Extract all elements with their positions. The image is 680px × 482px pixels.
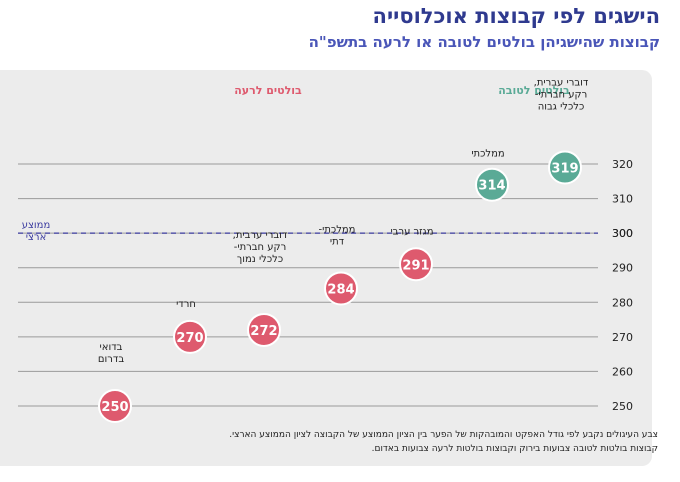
y-tick-label: 260 [612,365,633,378]
average-label: ארצי [26,232,47,243]
y-tick-label: 300 [612,227,633,240]
point-name-label: ממלכתי [471,149,504,160]
data-point [173,319,207,354]
y-tick-label: 280 [612,296,633,309]
data-label: 291 [402,258,429,273]
point-name-label: דוברי ערבית, [233,230,288,241]
point-name-label: מגזר ערבי [390,226,433,237]
point-name-label: בדרום [98,354,124,365]
data-label: 250 [101,400,128,415]
chart-subtitle: קבוצות שהישגיהן בולטים לטובה או לרעה בתש… [308,33,660,51]
point-name-label: ממלכתי- [319,224,356,235]
data-point [475,167,509,202]
point-name-label: חרדי [176,299,196,310]
data-label: 270 [176,331,203,346]
data-label: 319 [551,161,578,176]
data-point [247,312,281,347]
data-label: 284 [327,282,354,297]
y-tick-label: 250 [612,400,633,413]
data-label: 272 [250,324,277,339]
footnote-line-1: צבע העיגולים נקבע לפי גודל האפקט והמובהק… [229,430,658,440]
group-header-positive: בולטים לטובה [498,84,570,97]
data-point [399,247,433,282]
point-name-label: דתי [330,236,345,247]
average-label: ממוצע [22,220,51,231]
y-tick-label: 290 [612,262,633,275]
group-header-negative: בולטים לרעה [234,84,302,97]
chart-title: הישגים לפי קבוצות אוכלוסייה [372,4,660,28]
data-point [98,389,132,423]
y-tick-label: 270 [612,331,633,344]
point-name-label: כלכלי גבוה [538,101,585,112]
point-name-label: רקע חברתי- [234,242,287,253]
data-label: 314 [478,179,505,194]
y-tick-label: 300 [612,227,633,240]
y-tick-label: 320 [612,158,633,171]
point-name-label: כלכלי נמוך [237,254,283,265]
footnote-line-2: קבוצות בולטות לטובה צבועות בירוק וקבוצות… [371,444,658,454]
data-point [324,271,358,306]
point-name-label: דוברי עברית, [534,77,589,88]
point-name-label: רקע חברתי- [535,89,588,100]
data-point [548,150,582,185]
point-name-label: בדואי [100,342,123,353]
y-tick-label: 310 [612,193,633,206]
